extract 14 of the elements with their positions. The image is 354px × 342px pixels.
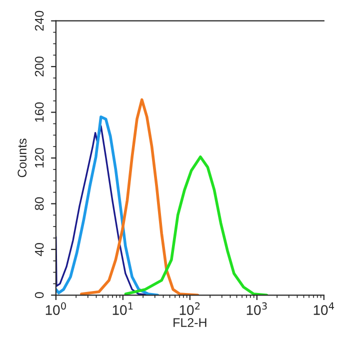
- y-tick-label: 0: [34, 292, 44, 298]
- x-tick-label: 10$^{0}$: [46, 302, 66, 315]
- x-tick-label: 10$^{1}$: [112, 302, 133, 315]
- y-tick-label: 80: [34, 197, 44, 210]
- y-tick-label: 200: [34, 56, 44, 76]
- y-tick-label: 160: [34, 102, 44, 122]
- y-tick-label: 240: [34, 10, 44, 31]
- x-tick-label: 10$^{4}$: [314, 302, 334, 315]
- y-axis-title: Counts: [18, 138, 27, 178]
- y-tick-label: 40: [34, 242, 44, 256]
- y-tick-label: 120: [34, 148, 44, 168]
- x-axis-title: FL2-H: [174, 318, 206, 327]
- x-tick-label: 10$^{3}$: [246, 302, 267, 315]
- x-tick-label: 10$^{2}$: [180, 302, 200, 315]
